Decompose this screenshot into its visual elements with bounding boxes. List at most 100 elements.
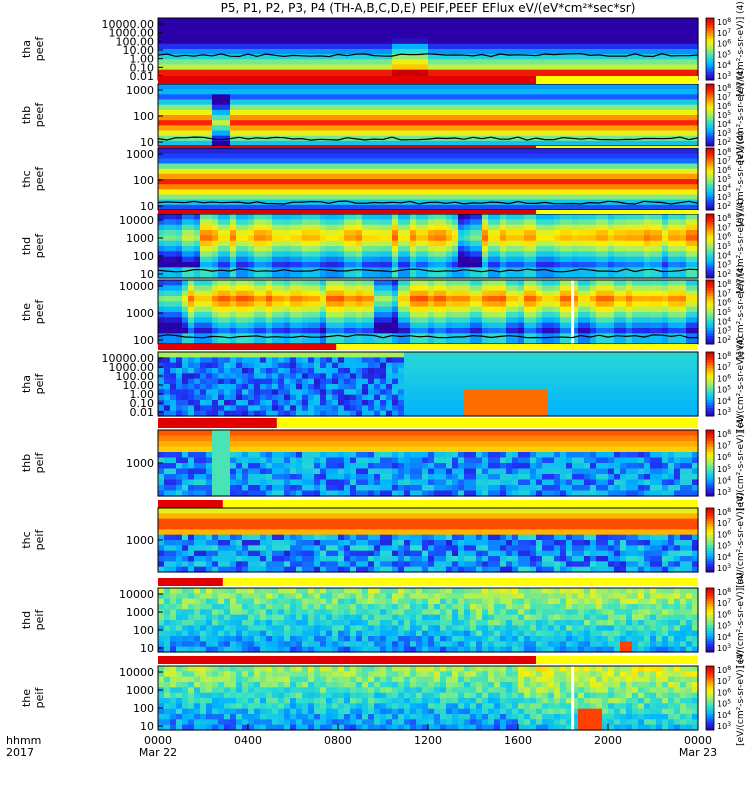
heatmap-cell [530,28,537,35]
heatmap-cell [242,230,249,236]
heatmap-cell [320,296,327,302]
heatmap-cell [362,89,369,95]
heatmap-cell [452,54,459,60]
heatmap-cell [452,168,459,175]
heatmap-cell [422,99,429,106]
heatmap-cell [500,153,507,159]
heatmap-cell [566,158,573,165]
heatmap-cell [320,125,327,132]
heatmap-cell [188,69,195,76]
heatmap-cell [236,18,243,24]
heatmap-cell [686,148,693,154]
heatmap-cell [284,109,291,116]
heatmap-cell [308,43,315,50]
heatmap-cell [170,285,177,292]
heatmap-cell [362,43,369,50]
heatmap-cell [644,89,651,95]
heatmap-cell [248,49,255,55]
heatmap-cell [668,246,675,252]
heatmap-cell [440,179,447,185]
heatmap-cell [182,38,189,45]
heatmap-cell [536,189,543,196]
heatmap-cell [692,38,699,45]
heatmap-cell [272,163,279,170]
heatmap-cell [470,109,477,116]
heatmap-cell [686,99,693,106]
heatmap-cell [332,214,339,220]
heatmap-cell [338,163,345,170]
heatmap-cell [254,317,261,324]
heatmap-cell [248,94,255,101]
heatmap-cell [326,23,333,29]
heatmap-cell [164,333,171,340]
heatmap-cell [650,125,657,132]
heatmap-cell [446,148,453,154]
heatmap-cell [692,104,699,111]
heatmap-cell [248,290,255,297]
heatmap-cell [254,99,261,106]
heatmap-cell [296,214,303,220]
heatmap-cell [308,158,315,165]
heatmap-cell [470,256,477,263]
heatmap-cell [650,18,657,24]
heatmap-cell [218,204,225,211]
heatmap-cell [596,246,603,252]
spacecraft-potential-line [157,200,699,205]
heatmap-cell [464,69,471,76]
heatmap-cell [554,240,561,247]
colorbar-tick-label: 103 [717,128,731,138]
heatmap-cell [296,130,303,137]
heatmap-cell [500,104,507,111]
heatmap-cell [644,199,651,206]
heatmap-cell [614,158,621,165]
heatmap-cell [290,301,297,308]
colorbar-segment [706,23,714,27]
heatmap-cell [158,204,165,211]
heatmap-cell [260,49,267,55]
heatmap-cell [398,163,405,170]
heatmap-cell [692,168,699,175]
heatmap-cell [608,168,615,175]
heatmap-cell [692,28,699,35]
heatmap-cell [476,125,483,132]
heatmap-cell [218,125,225,132]
heatmap-cell [644,28,651,35]
heatmap-cell [362,333,369,340]
heatmap-cell [200,296,207,302]
heatmap-cell [566,214,573,220]
heatmap-cell [608,272,615,279]
heatmap-cell [302,246,309,252]
heatmap-cell [392,120,399,126]
heatmap-cell [224,69,231,76]
heatmap-cell [596,69,603,76]
heatmap-cell [512,115,519,121]
heatmap-cell [668,109,675,116]
heatmap-cell [620,23,627,29]
heatmap-cell [248,301,255,308]
heatmap-cell [284,115,291,121]
heatmap-cell [176,230,183,236]
heatmap-cell [230,94,237,101]
heatmap-cell [650,163,657,170]
heatmap-cell [410,158,417,165]
heatmap-cell [446,230,453,236]
heatmap-cell [170,173,177,180]
heatmap-cell [692,64,699,71]
heatmap-cell [416,184,423,190]
heatmap-cell [584,23,591,29]
heatmap-cell [548,163,555,170]
heatmap-cell [674,140,681,147]
heatmap-cell [614,194,621,201]
heatmap-cell [260,168,267,175]
heatmap-cell [278,94,285,101]
heatmap-cell [278,33,285,40]
heatmap-cell [278,84,285,90]
heatmap-cell [164,240,171,247]
heatmap-cell [200,301,207,308]
heatmap-cell [452,84,459,90]
heatmap-cell [518,140,525,147]
heatmap-cell [500,38,507,45]
heatmap-cell [602,130,609,137]
heatmap-cell [314,28,321,35]
heatmap-cell [284,54,291,60]
